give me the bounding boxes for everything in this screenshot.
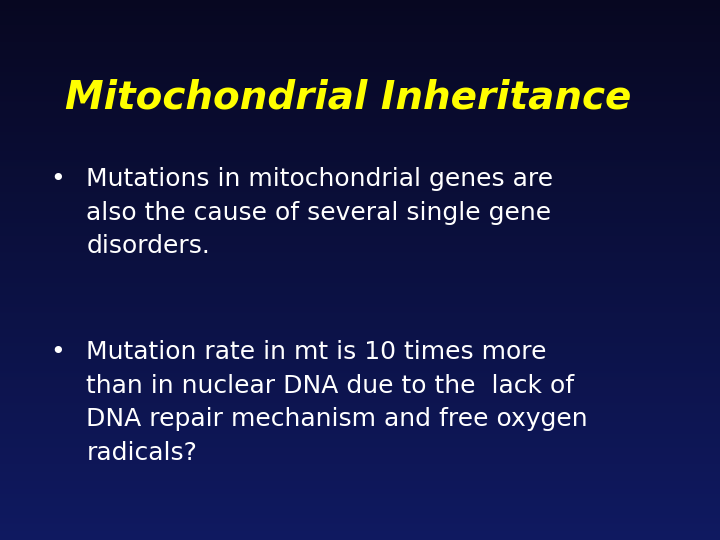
Text: •: • — [50, 340, 65, 364]
Text: Mutations in mitochondrial genes are
also the cause of several single gene
disor: Mutations in mitochondrial genes are als… — [86, 167, 554, 259]
Text: •: • — [50, 167, 65, 191]
Text: Mutation rate in mt is 10 times more
than in nuclear DNA due to the  lack of
DNA: Mutation rate in mt is 10 times more tha… — [86, 340, 588, 465]
Text: Mitochondrial Inheritance: Mitochondrial Inheritance — [65, 78, 631, 116]
